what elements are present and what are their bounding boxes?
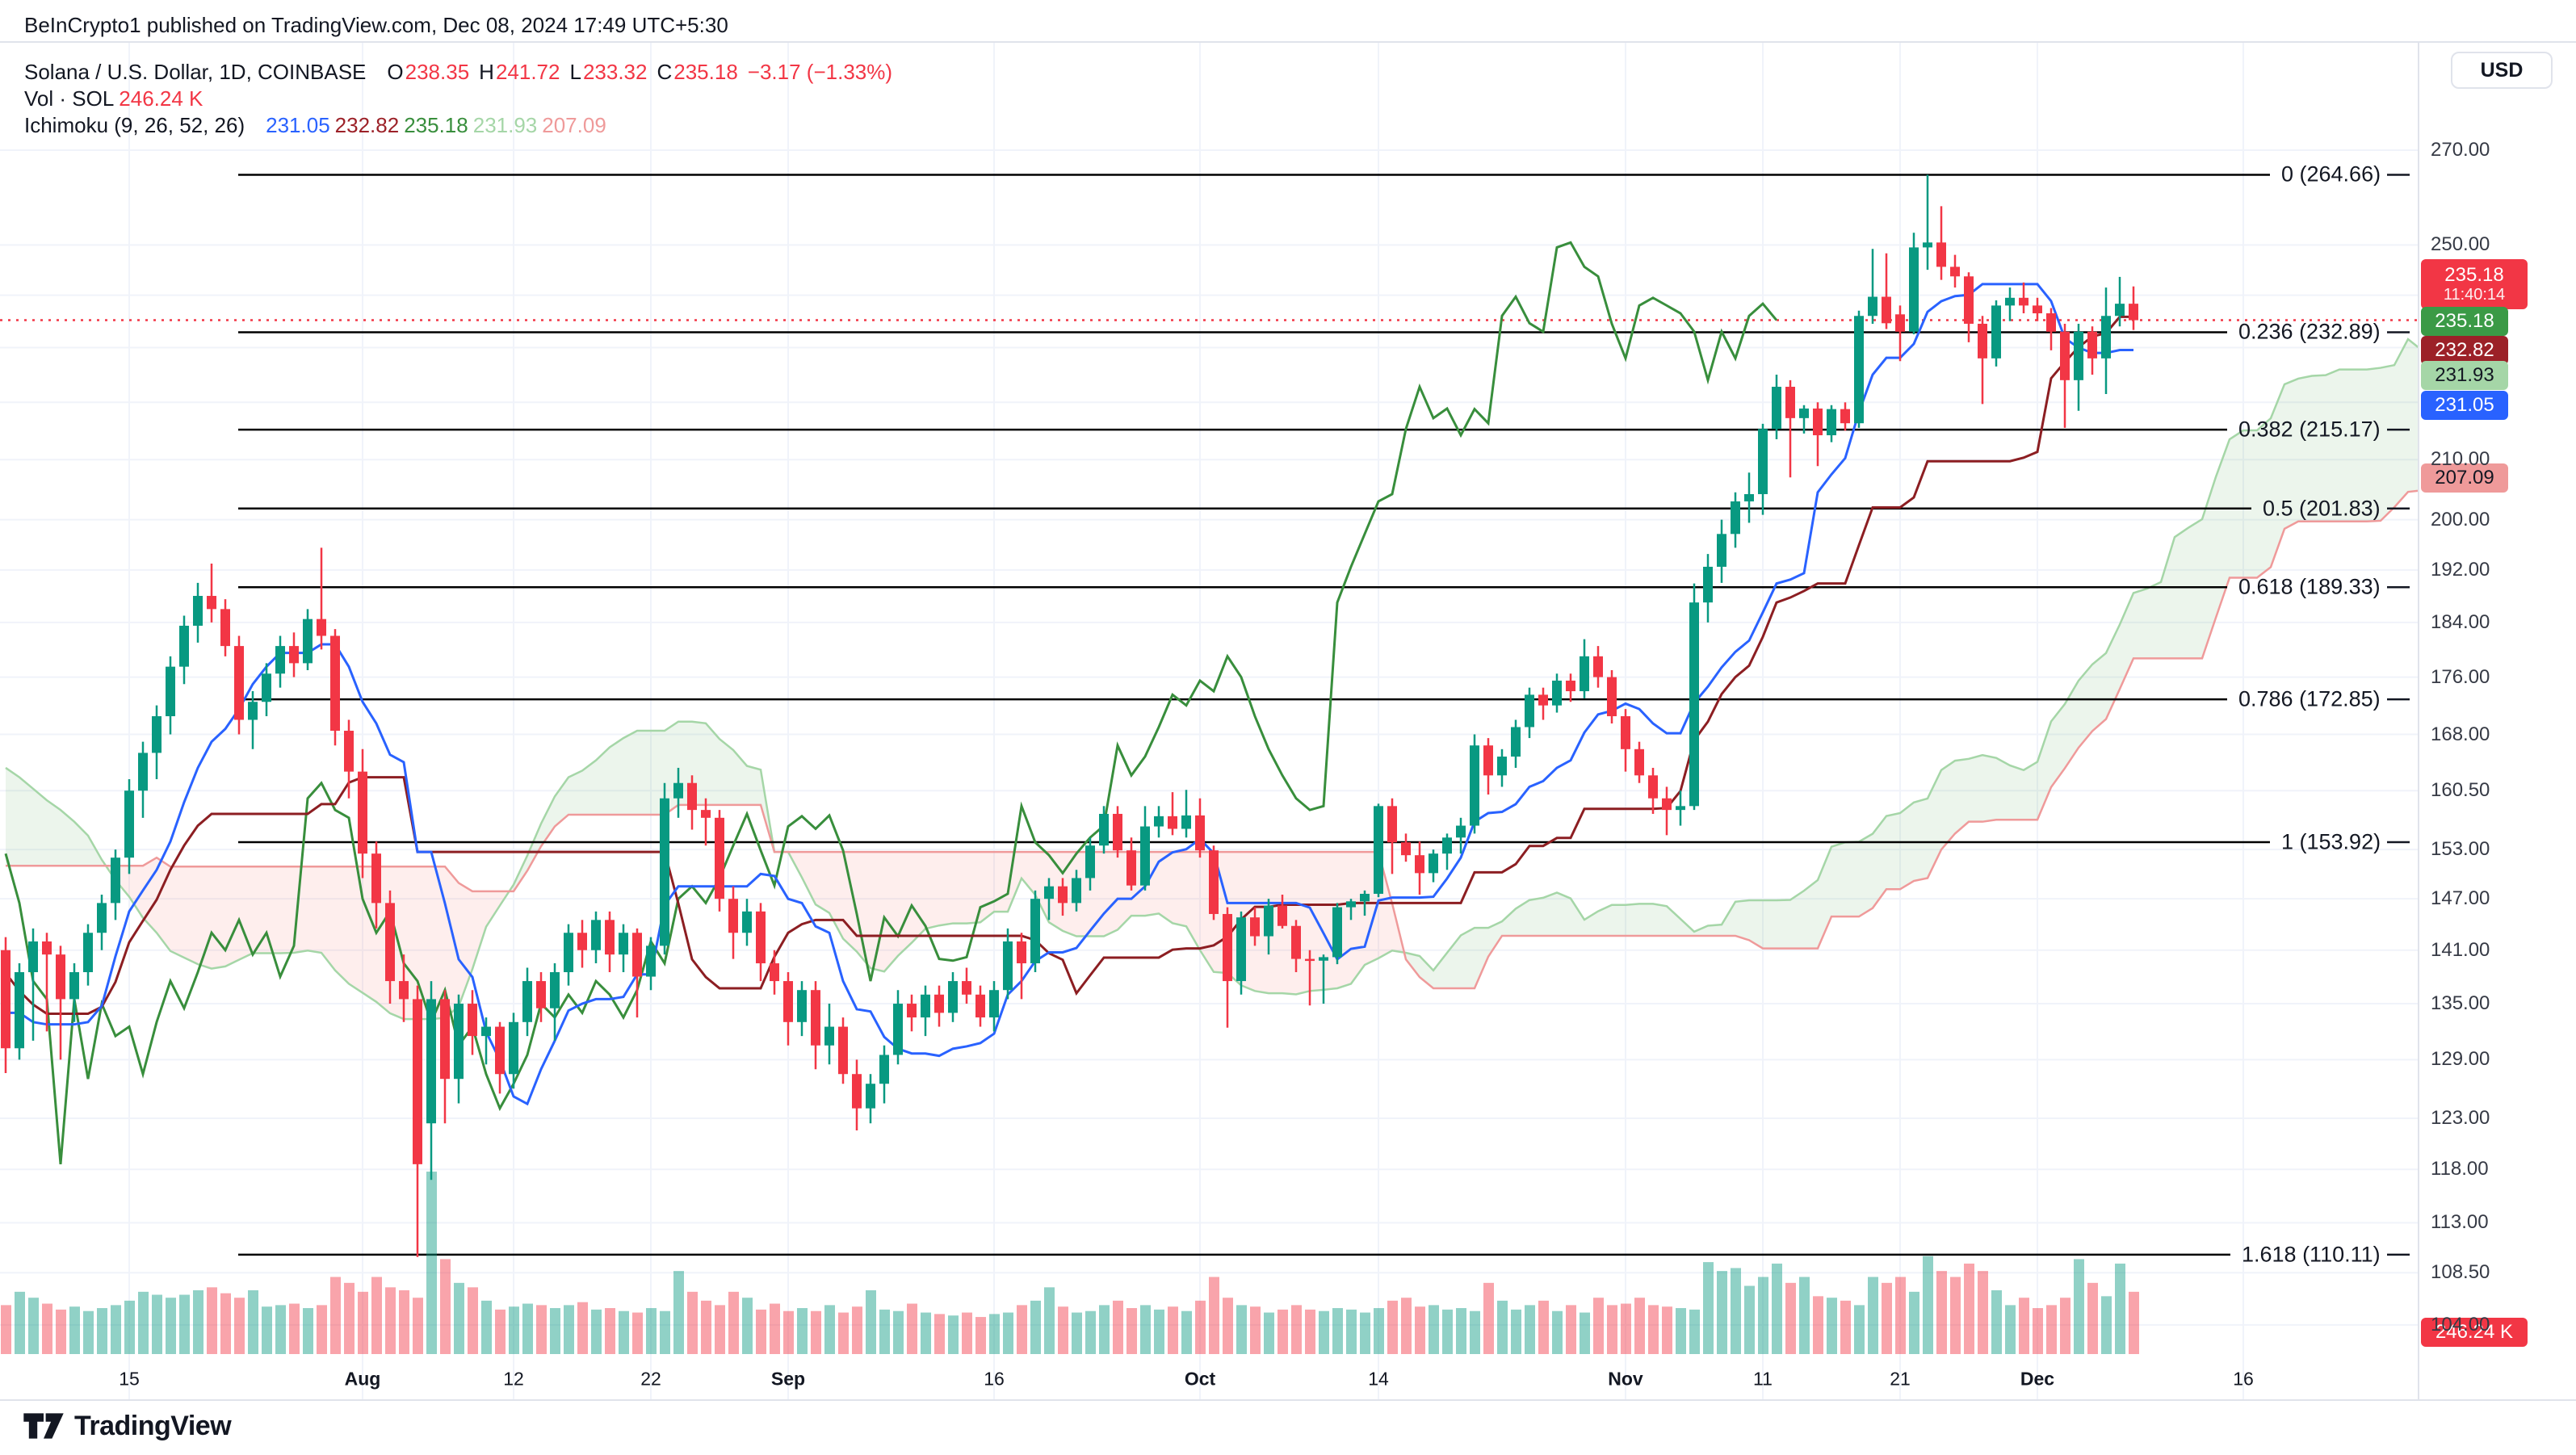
- price-tick-label: 192.00: [2431, 558, 2490, 581]
- currency-toggle-button[interactable]: USD: [2451, 52, 2553, 89]
- time-tick-label-Nov: Nov: [1608, 1368, 1643, 1390]
- price-tick-label: 210.00: [2431, 448, 2490, 471]
- price-tick-label: 141.00: [2431, 938, 2490, 961]
- time-tick-label-11: 11: [1753, 1368, 1773, 1390]
- price-tick-label: 129.00: [2431, 1048, 2490, 1071]
- ichimoku-value-2: 235.18: [404, 113, 468, 137]
- price-tick-label: 113.00: [2431, 1211, 2489, 1234]
- fib-label-0.5: 0.5 (201.83): [2263, 496, 2381, 521]
- ichimoku-legend-row[interactable]: Ichimoku (9, 26, 52, 26) 231.05 232.82 235.…: [24, 113, 611, 138]
- chikou-line: [4, 241, 1778, 1164]
- price-badge-23518: 235.18: [2421, 307, 2508, 336]
- volume-legend-row[interactable]: Vol · SOL 246.24 K: [24, 86, 208, 111]
- price-tick-label: 147.00: [2431, 887, 2490, 910]
- time-tick-label-16: 16: [2233, 1368, 2254, 1390]
- time-tick-label-Oct: Oct: [1184, 1368, 1216, 1390]
- fib-label-1.618: 1.618 (110.11): [2242, 1242, 2381, 1267]
- tradingview-logo-icon: [23, 1413, 64, 1439]
- symbol-title: Solana / U.S. Dollar, 1D, COINBASE: [24, 60, 367, 84]
- price-tick-label: 123.00: [2431, 1107, 2490, 1129]
- ohlc-H: H241.72: [479, 60, 560, 84]
- chart-frame: [0, 41, 2576, 1401]
- tenkan-line: [6, 283, 2133, 1106]
- symbol-legend-row[interactable]: Solana / U.S. Dollar, 1D, COINBASE O238.3…: [24, 60, 897, 85]
- time-tick-label-12: 12: [503, 1368, 524, 1390]
- fib-label-0.236: 0.236 (232.89): [2238, 319, 2381, 344]
- fib-label-0.382: 0.382 (215.17): [2238, 417, 2381, 442]
- time-tick-label-Sep: Sep: [770, 1368, 806, 1390]
- volume-label: Vol · SOL: [24, 86, 115, 111]
- price-tick-label: 250.00: [2431, 233, 2490, 256]
- fib-label-1: 1 (153.92): [2281, 829, 2381, 854]
- price-tick-label: 135.00: [2431, 992, 2490, 1015]
- time-tick-label-Dec: Dec: [2020, 1368, 2055, 1390]
- price-tick-label: 176.00: [2431, 665, 2490, 688]
- price-tick-label: 184.00: [2431, 610, 2490, 633]
- time-tick-label-22: 22: [640, 1368, 661, 1390]
- publish-attribution: BeInCrypto1 published on TradingView.com…: [24, 13, 728, 37]
- price-badge-23193: 231.93: [2421, 361, 2508, 390]
- volume-value: 246.24 K: [119, 86, 203, 111]
- fib-label-0.618: 0.618 (189.33): [2238, 574, 2381, 599]
- price-badge-20709: 207.09: [2421, 463, 2508, 493]
- ichimoku-label: Ichimoku (9, 26, 52, 26): [24, 113, 245, 137]
- price-tick-label: 108.50: [2431, 1261, 2490, 1284]
- price-tick-label: 160.50: [2431, 779, 2490, 802]
- candlestick-series: [1, 174, 2138, 1257]
- time-tick-label-16: 16: [984, 1368, 1005, 1390]
- time-tick-label-14: 14: [1368, 1368, 1389, 1390]
- ohlc-L: L233.32: [569, 60, 648, 84]
- time-tick-label-21: 21: [1890, 1368, 1911, 1390]
- price-tick-label: 153.00: [2431, 838, 2490, 861]
- price-tick-label: 270.00: [2431, 139, 2490, 161]
- ichimoku-value-0: 231.05: [266, 113, 330, 137]
- ichimoku-value-4: 207.09: [542, 113, 606, 137]
- ohlc-C: C235.18: [657, 60, 738, 84]
- price-badge-23282: 232.82: [2421, 336, 2508, 365]
- fib-label-0: 0 (264.66): [2281, 161, 2381, 187]
- fib-retracement: [238, 174, 2410, 1256]
- price-badge-24624K: 246.24 K: [2421, 1318, 2528, 1347]
- price-tick-label: 104.00: [2431, 1313, 2490, 1335]
- price-tick-label: 118.00: [2431, 1158, 2489, 1180]
- tradingview-logo[interactable]: TradingView: [23, 1410, 232, 1442]
- price-badge-23105: 231.05: [2421, 391, 2508, 420]
- time-tick-label-15: 15: [119, 1368, 140, 1390]
- ohlc-O: O238.35: [387, 60, 470, 84]
- price-tick-label: 168.00: [2431, 723, 2490, 745]
- ichimoku-value-3: 231.93: [472, 113, 538, 137]
- time-tick-label-Aug: Aug: [344, 1368, 381, 1390]
- change-value: −3.17 (−1.33%): [747, 60, 893, 84]
- ichimoku-lines: [4, 241, 2133, 1164]
- price-badge-23518: 235.18 11:40:14: [2421, 259, 2528, 309]
- ichimoku-value-1: 232.82: [334, 113, 400, 137]
- volume-series: [1, 1172, 2139, 1354]
- tradingview-logo-text: TradingView: [74, 1410, 232, 1441]
- ichimoku-cloud: [5, 338, 2419, 1021]
- fib-label-0.786: 0.786 (172.85): [2238, 686, 2381, 711]
- price-tick-label: 200.00: [2431, 508, 2490, 530]
- senkou-b-line: [6, 489, 2419, 990]
